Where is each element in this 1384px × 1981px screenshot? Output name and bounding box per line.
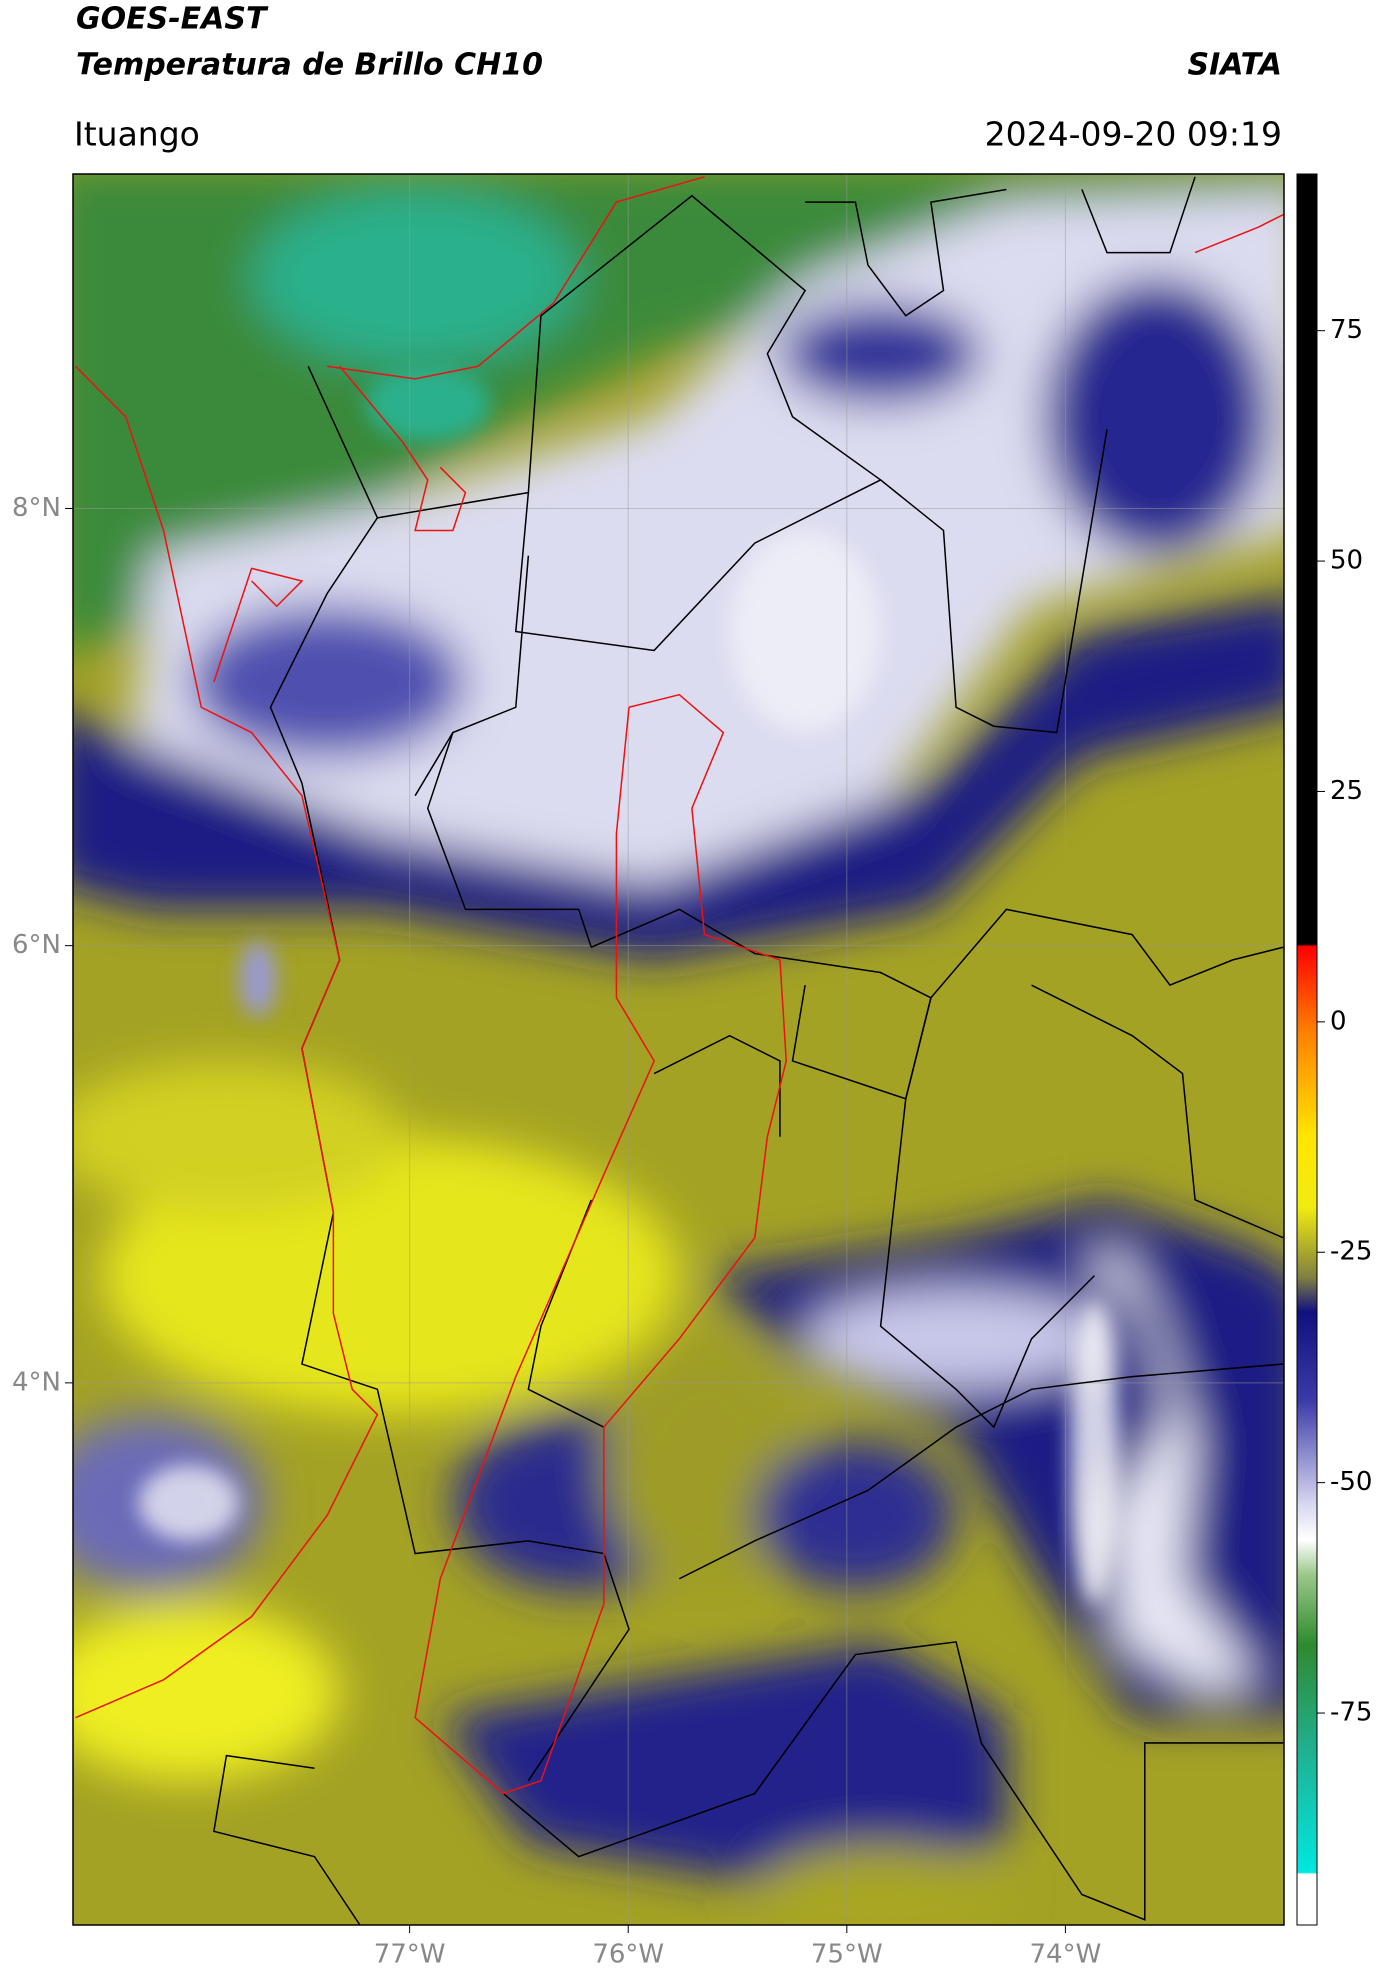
location: Ituango: [74, 115, 200, 154]
subtitle: Temperatura de Brillo CH10: [76, 48, 543, 83]
lat-tick-label: 6°N: [12, 930, 61, 960]
lat-tick-label: 4°N: [12, 1367, 61, 1397]
lat-tick-label: 8°N: [12, 493, 61, 523]
map-frame: [72, 173, 1285, 1926]
source: SIATA: [1188, 48, 1282, 83]
colorbar-tick-label: 25: [1330, 776, 1363, 806]
satellite-image: [73, 174, 1284, 1925]
datetime: 2024-09-20 09:19: [985, 115, 1282, 154]
colorbar: [1296, 173, 1318, 1926]
title: GOES-EAST: [76, 2, 269, 37]
colorbar-tick-label: 50: [1330, 546, 1363, 576]
colorbar-tick-label: 0: [1330, 1006, 1347, 1036]
lon-tick-label: 77°W: [374, 1940, 446, 1970]
boundaries: [74, 176, 1284, 1925]
lon-tick-label: 75°W: [811, 1940, 883, 1970]
colorbar-tick-label: -50: [1330, 1467, 1372, 1497]
colorbar-tick-label: -25: [1330, 1237, 1372, 1267]
colorbar-tick-label: 75: [1330, 315, 1363, 345]
lon-tick-label: 76°W: [592, 1940, 664, 1970]
lon-tick-label: 74°W: [1030, 1940, 1102, 1970]
colorbar-tick-label: -75: [1330, 1698, 1372, 1728]
